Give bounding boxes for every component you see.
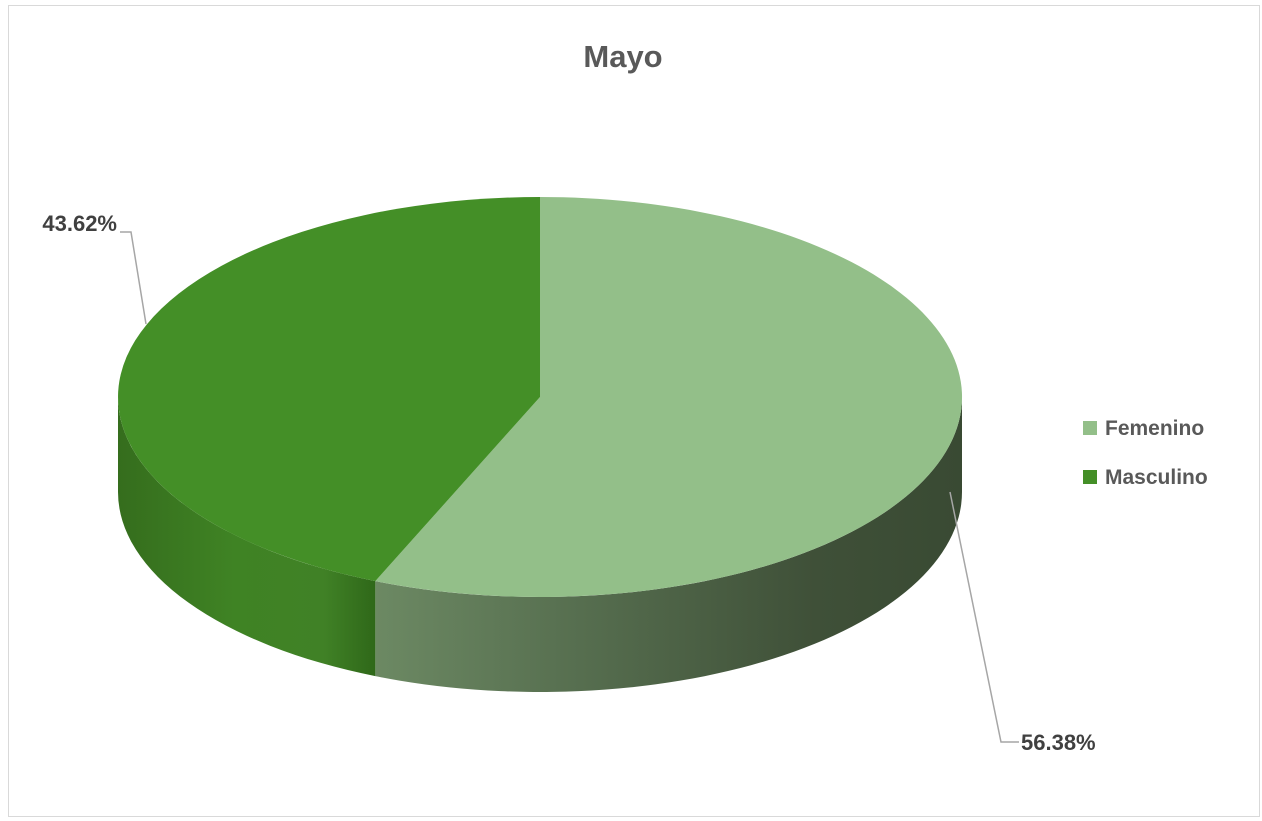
- data-label-masculino: 43.62%: [42, 211, 117, 236]
- pie-side-femenino: [375, 397, 963, 692]
- legend: Femenino Masculino: [1083, 417, 1208, 489]
- pie-side-masculino: [118, 397, 376, 677]
- legend-swatch-femenino: [1083, 421, 1097, 435]
- chart-title: Mayo: [583, 39, 662, 74]
- pie-slices: [118, 197, 963, 692]
- data-labels: 56.38% 43.62%: [42, 211, 1095, 755]
- leader-line-masculino: [120, 231, 147, 325]
- pie-slice-femenino[interactable]: [375, 197, 963, 597]
- legend-label-femenino: Femenino: [1105, 417, 1204, 440]
- leader-line-femenino: [949, 491, 1019, 743]
- pie-slice-masculino[interactable]: [118, 197, 541, 582]
- data-label-femenino: 56.38%: [1021, 730, 1096, 755]
- legend-swatch-masculino: [1083, 470, 1097, 484]
- legend-label-masculino: Masculino: [1105, 466, 1208, 489]
